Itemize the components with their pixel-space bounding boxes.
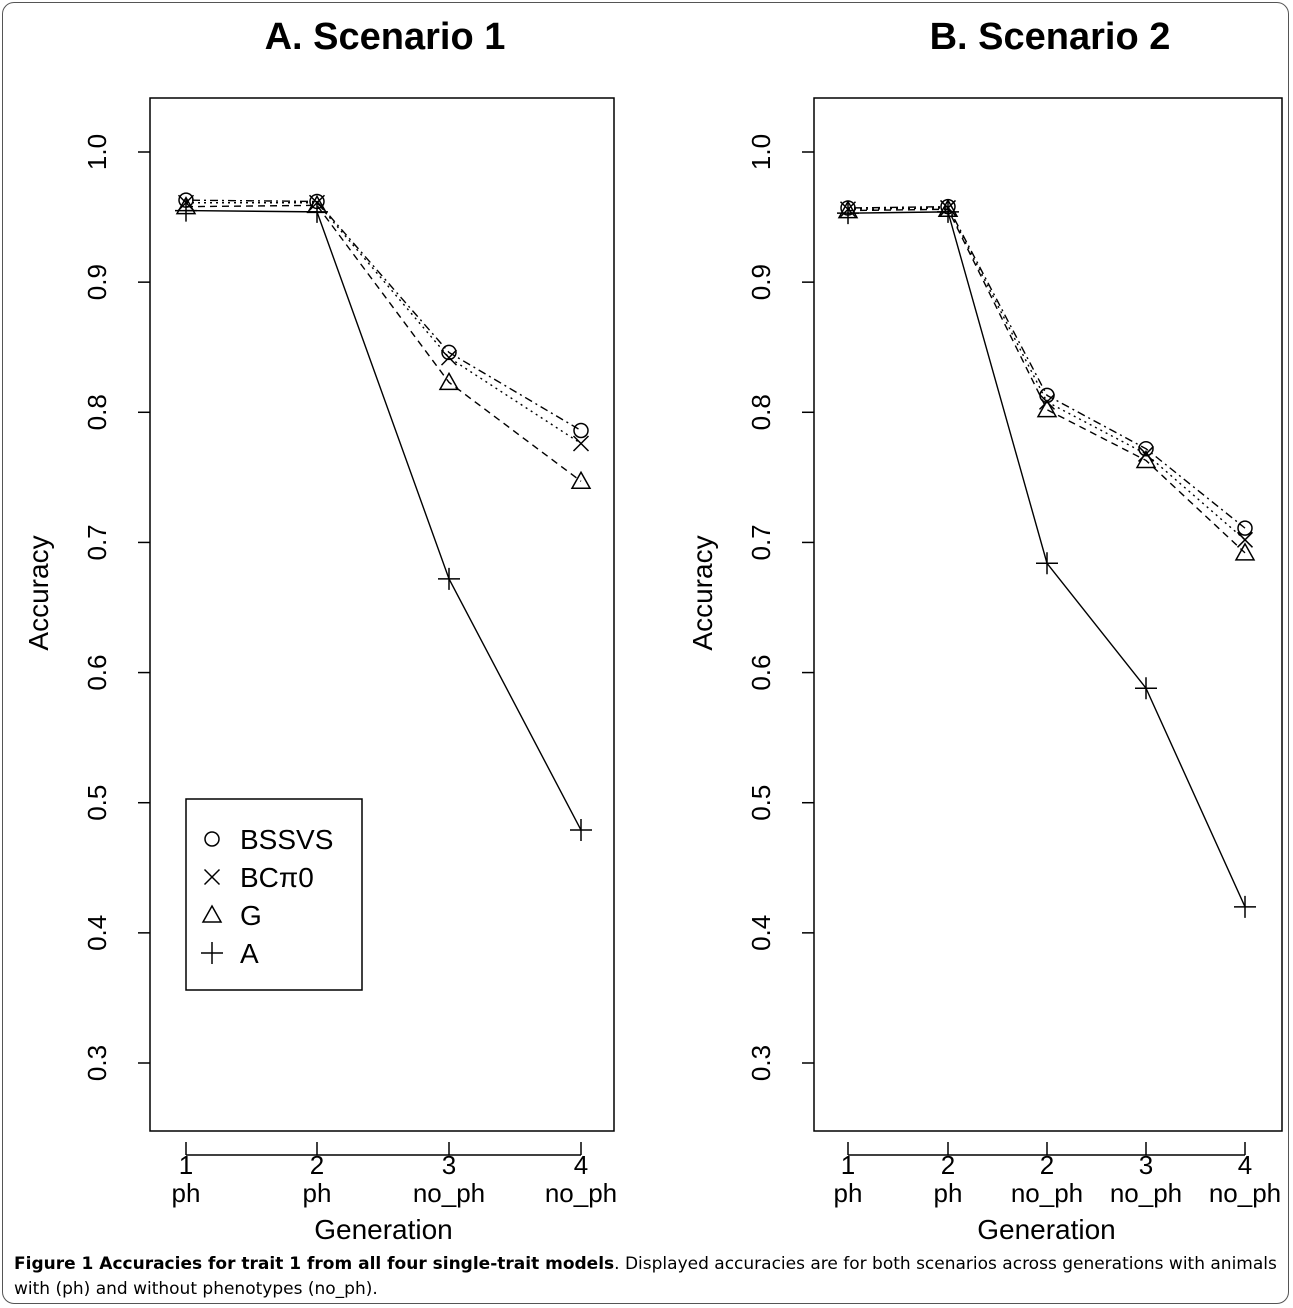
panel-a-x-tick-label: 1 (179, 1150, 193, 1180)
panel-a-legend-label-a: A (240, 938, 259, 969)
panel-a-x-tick-label: 2 (310, 1150, 324, 1180)
panel-a-point-a (306, 200, 328, 223)
panel-a-y-tick-label: 0.4 (82, 915, 112, 951)
panel-a-point-bssvs (573, 422, 589, 439)
panel-b-point-a (1036, 552, 1058, 575)
panel-b-x-tick-sublabel: no_ph (1011, 1178, 1083, 1208)
panel-a-point-a (570, 819, 592, 842)
panel-a-y-tick-label: 0.8 (82, 394, 112, 430)
panel-a-series-line-bssvs (185, 199, 582, 432)
panel-a-point-bc0 (572, 435, 590, 452)
panel-a-point-bc0 (440, 349, 458, 366)
panel-a-x-tick-sublabel: no_ph (545, 1178, 617, 1208)
panel-a-legend-label-g: G (240, 900, 262, 931)
panel-a-x-tick-label: 4 (574, 1150, 588, 1180)
panel-a-x-tick-label: 3 (442, 1150, 456, 1180)
panel-b-y-tick-label: 0.9 (746, 264, 776, 300)
panel-a-legend-label-bc0: BCπ0 (240, 862, 314, 893)
panel-b-x-tick-label: 2 (941, 1150, 955, 1180)
panel-a-legend-label-bssvs: BSSVS (240, 824, 333, 855)
panel-a-series-line-a (185, 209, 582, 831)
panel-b-x-tick-sublabel: ph (934, 1178, 963, 1208)
figure-caption: Figure 1 Accuracies for trait 1 from all… (14, 1252, 1282, 1302)
panel-b-x-tick-sublabel: no_ph (1209, 1178, 1281, 1208)
panel-b-point-g (1135, 449, 1157, 469)
panel-b-x-tick-sublabel: no_ph (1110, 1178, 1182, 1208)
panel-b-point-g (1036, 399, 1058, 418)
panel-a-legend-marker-bssvs (204, 831, 220, 847)
panel-a-y-tick-label: 0.7 (82, 524, 112, 560)
panel-b-point-bssvs (1138, 440, 1154, 457)
panel-b-y-tick-label: 1.0 (746, 134, 776, 170)
panel-b-x-tick-sublabel: ph (834, 1178, 863, 1208)
panel-b-x-tick-label: 1 (841, 1150, 855, 1180)
panel-a-legend-marker-g (201, 904, 223, 923)
panel-b-title: B. Scenario 2 (929, 16, 1171, 58)
panel-a-y-tick-label: 0.5 (82, 785, 112, 821)
panel-a-point-a (438, 567, 460, 590)
panel-a-legend-marker-a (201, 942, 223, 964)
panel-b-x-tick-label: 2 (1040, 1150, 1054, 1180)
panel-b-point-bc0 (1236, 531, 1254, 548)
panel-a-x-axis-title: Generation (314, 1214, 453, 1245)
panel-a-series-line-g (185, 204, 582, 482)
panel-b-point-g (1234, 542, 1256, 561)
panel-b-point-a (837, 202, 859, 225)
panel-b-y-axis-title: Accuracy (687, 535, 718, 650)
panel-a-x-tick-sublabel: no_ph (413, 1178, 485, 1208)
figure-chart: 0.30.40.50.60.70.80.91.0Accuracy1ph2ph3n… (23, 97, 1283, 1245)
panel-a-y-tick-label: 0.9 (82, 264, 112, 300)
panel-a-point-bssvs (441, 344, 457, 361)
panel-b-y-tick-label: 0.5 (746, 785, 776, 821)
panel-b-point-a (1135, 677, 1157, 700)
panel-b-series-line-g (847, 208, 1246, 554)
panel-b-y-tick-label: 0.8 (746, 394, 776, 430)
caption-text: . Displayed accuracies are for both scen… (14, 1254, 1277, 1299)
panel-a-legend-marker-bc0 (203, 868, 221, 886)
panel-b-point-a (937, 200, 959, 223)
panel-b-plot-box (813, 97, 1283, 1132)
panel-b-x-axis-title: Generation (977, 1214, 1116, 1245)
panel-a-series-line-bc0 (186, 202, 582, 445)
panel-a-x-tick-sublabel: ph (303, 1178, 332, 1208)
panel-a-x-tick-sublabel: ph (172, 1178, 201, 1208)
panel-a-legend-box (185, 798, 363, 991)
panel-a-point-g (438, 371, 460, 391)
panel-b-point-a (1234, 895, 1256, 918)
panel-a-plot-box (149, 97, 615, 1132)
panel-b-y-tick-label: 0.3 (746, 1045, 776, 1081)
panel-a-y-tick-label: 0.3 (82, 1045, 112, 1081)
panel-a-title: A. Scenario 1 (264, 16, 506, 58)
caption-bold: Figure 1 Accuracies for trait 1 from all… (14, 1254, 615, 1274)
panel-b-x-tick-label: 3 (1139, 1150, 1153, 1180)
panel-b-point-bssvs (1237, 520, 1253, 536)
panel-b-x-tick-label: 4 (1238, 1150, 1252, 1180)
panel-b-y-tick-label: 0.7 (746, 524, 776, 560)
panel-b-series-line-bc0 (847, 207, 1246, 541)
panel-a-y-tick-label: 0.6 (82, 654, 112, 690)
panel-a-point-a (175, 199, 197, 222)
panel-b-y-tick-label: 0.6 (746, 654, 776, 690)
panel-a-y-axis-title: Accuracy (23, 535, 54, 650)
panel-b-y-tick-label: 0.4 (746, 915, 776, 951)
panel-a-point-g (570, 470, 592, 490)
panel-b-series-line-bssvs (847, 205, 1246, 529)
panel-a-y-tick-label: 1.0 (82, 134, 112, 170)
